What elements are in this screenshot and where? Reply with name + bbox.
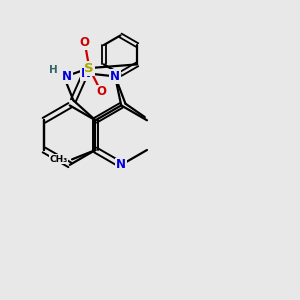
Text: O: O xyxy=(80,36,90,49)
Text: N: N xyxy=(80,67,91,80)
Text: N: N xyxy=(110,70,120,83)
Text: N: N xyxy=(116,158,126,171)
Text: N: N xyxy=(62,70,72,83)
Text: H: H xyxy=(49,65,58,75)
Text: S: S xyxy=(85,61,94,75)
Text: O: O xyxy=(96,85,106,98)
Text: CH₃: CH₃ xyxy=(49,155,68,164)
